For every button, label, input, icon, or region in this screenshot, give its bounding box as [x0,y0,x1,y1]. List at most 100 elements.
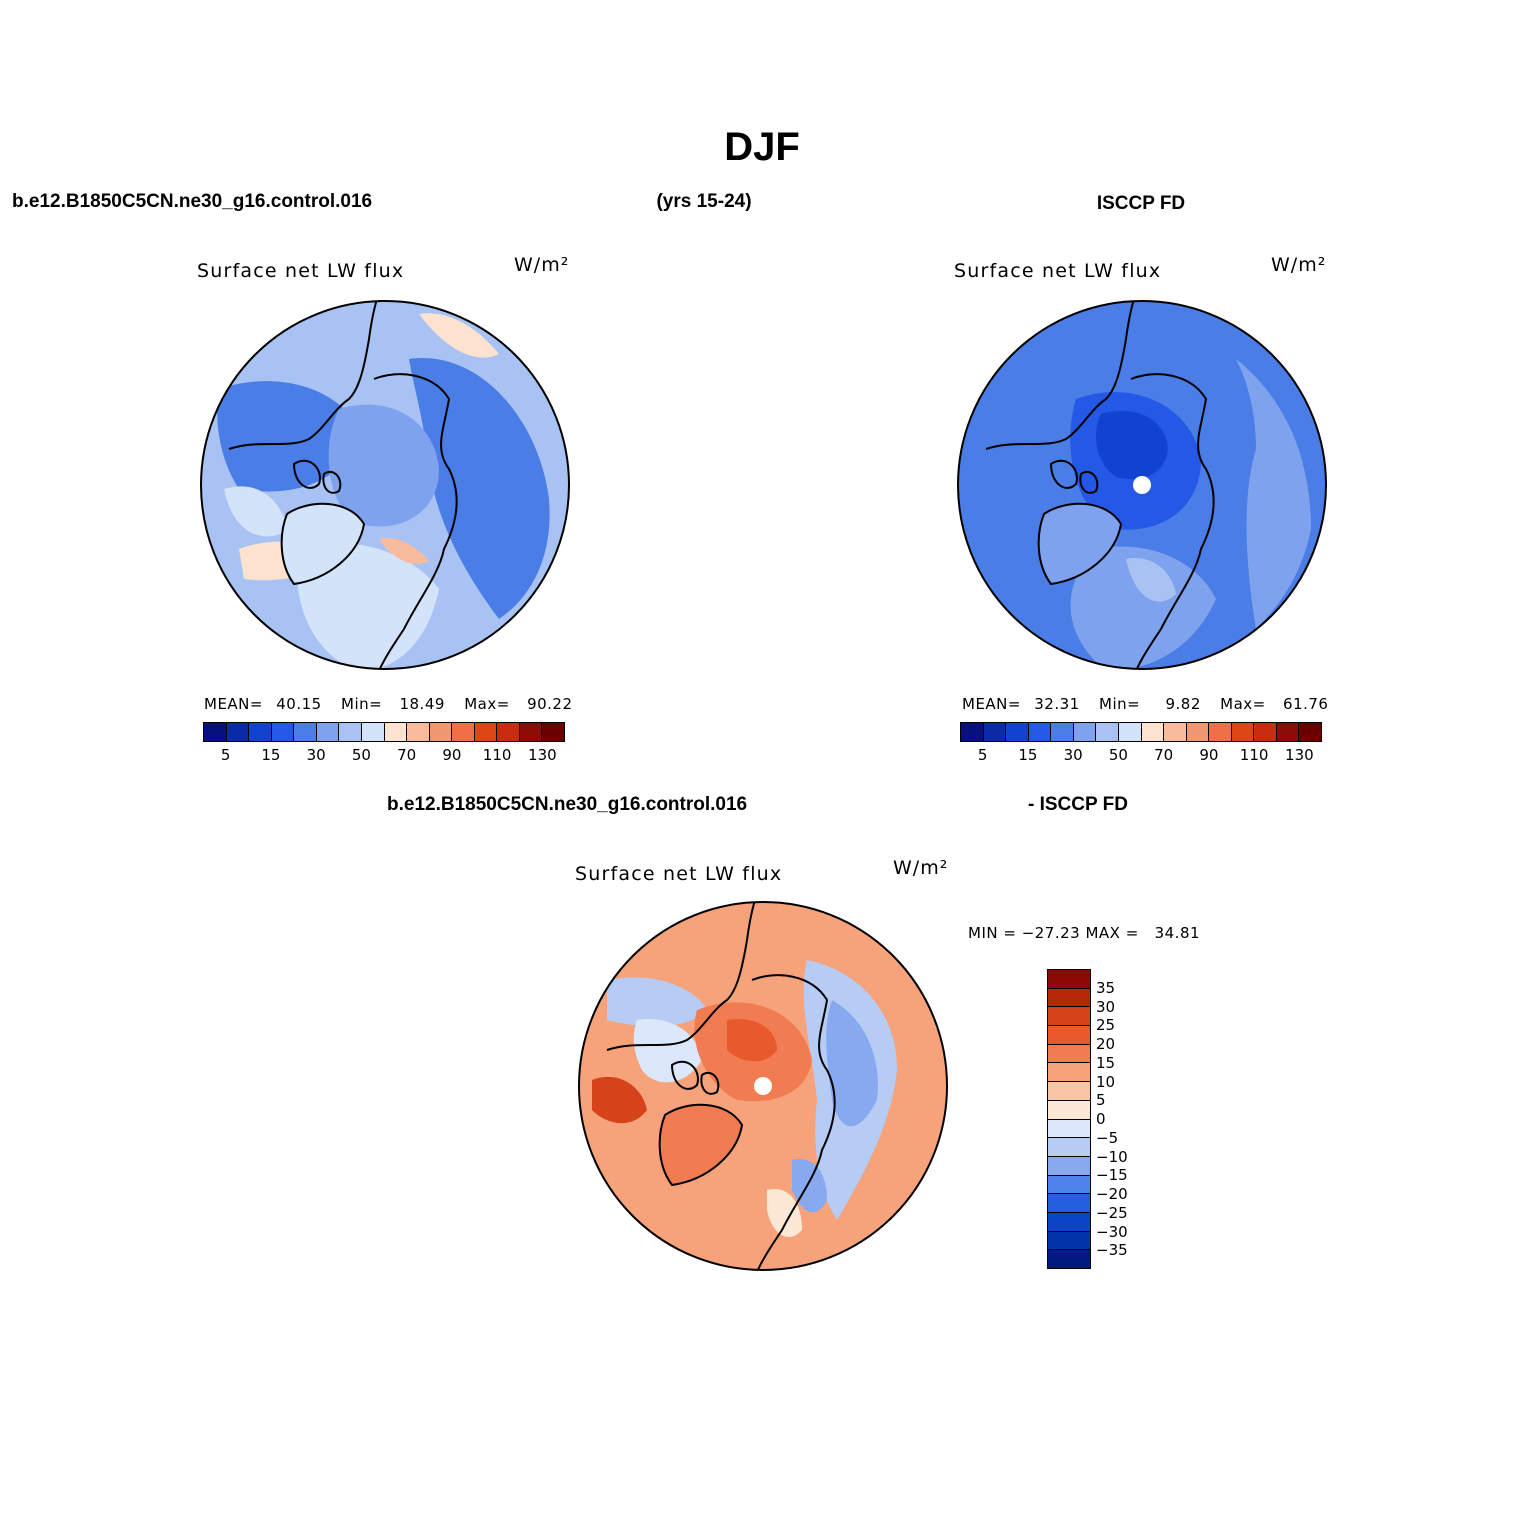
diff-colorbar-ticks: −35 −30 −25 −20 −15 −10 −5 0 5 10 15 20 25 30 35 [1096,969,1156,1269]
colorbar-box [204,723,227,741]
model-max-label: Max= [464,695,510,713]
colorbar-box [407,723,430,741]
model-min-label: Min= [341,695,383,713]
model-mean-value: 40.15 [276,695,322,713]
obs-coastline-archipelago [1049,459,1099,494]
colorbar-box [1048,1249,1090,1268]
diff-pole-hole [754,1077,772,1095]
colorbar-box [1048,1193,1090,1212]
colorbar-tick-label: 50 [351,746,371,764]
model-colorbar [203,722,565,742]
model-stats: MEAN= 40.15 Min= 18.49 Max= 90.22 [204,695,573,713]
colorbar-box [1048,1137,1090,1156]
obs-min-label: Min= [1099,695,1141,713]
colorbar-box [1254,723,1277,741]
diff-coastline-archipelago [670,1060,720,1095]
colorbar-box [1276,723,1300,741]
colorbar-box [1048,1099,1090,1119]
colorbar-tick-label: 70 [1154,746,1174,764]
colorbar-box [361,723,385,741]
diff-obs-label: - ISCCP FD [1028,794,1128,815]
colorbar-tick-label: 10 [1096,1072,1116,1091]
colorbar-box [1048,1211,1090,1231]
colorbar-tick-label: 0 [1096,1110,1106,1128]
colorbar-box [1006,723,1029,741]
obs-mean-label: MEAN= [962,695,1021,713]
obs-max-value: 61.76 [1283,695,1329,713]
colorbar-box [1164,723,1187,741]
colorbar-tick-label: 5 [977,746,988,764]
colorbar-tick-label: 15 [261,746,281,764]
colorbar-box [1231,723,1255,741]
obs-mean-value: 32.31 [1034,695,1080,713]
colorbar-box [1048,1118,1090,1138]
obs-colorbar-ticks: 5 15 30 50 70 90 110 130 [960,746,1322,766]
colorbar-box [1048,1081,1090,1100]
model-coastline-eurasia [373,373,458,669]
colorbar-tick-label: −30 [1096,1222,1128,1241]
model-coastline-archipelago [292,459,342,494]
diff-panel-units: W/m² [893,857,949,879]
diff-field-warm-center [727,1019,777,1062]
colorbar-box [316,723,340,741]
diff-field-light-south [767,1189,802,1238]
colorbar-tick-label: −20 [1096,1185,1128,1203]
model-field-warm-north [419,313,499,358]
colorbar-tick-label: 50 [1108,746,1128,764]
colorbar-box [1028,723,1052,741]
colorbar-box [249,723,272,741]
colorbar-tick-label: −10 [1096,1147,1128,1166]
model-field-arctic-basin [328,404,439,527]
obs-field-light-east [1236,359,1311,629]
diff-field-cool-east-2 [826,1000,878,1127]
colorbar-box [983,723,1007,741]
colorbar-box [1096,723,1119,741]
colorbar-box [294,723,317,741]
colorbar-box [1299,723,1321,741]
colorbar-box [384,723,408,741]
colorbar-tick-label: 20 [1096,1035,1116,1053]
colorbar-box [339,723,362,741]
colorbar-tick-label: 30 [306,746,326,764]
colorbar-tick-label: −5 [1096,1128,1119,1147]
obs-colorbar [960,722,1322,742]
diff-panel-title: Surface net LW flux [575,863,783,885]
diff-field-cool-northwest [607,977,707,1027]
colorbar-tick-label: −15 [1096,1166,1128,1185]
colorbar-box [1048,970,1090,988]
colorbar-box [474,723,498,741]
model-case-label: b.e12.B1850C5CN.ne30_g16.control.016 [12,191,373,212]
colorbar-box [1048,987,1090,1007]
model-coastline-america [228,301,378,450]
colorbar-tick-label: 130 [1285,746,1314,764]
model-field-warm-band-2 [379,538,429,565]
obs-max-label: Max= [1220,695,1266,713]
obs-stats: MEAN= 32.31 Min= 9.82 Max= 61.76 [962,695,1328,713]
diff-minmax: MIN = −27.23 MAX = 34.81 [968,924,1201,942]
colorbar-box [1073,723,1097,741]
colorbar-box [1048,1043,1090,1063]
colorbar-box [1118,723,1142,741]
obs-greenland [1037,502,1123,586]
colorbar-tick-label: 5 [1096,1091,1106,1110]
colorbar-tick-label: 30 [1096,997,1116,1016]
colorbar-tick-label: −25 [1096,1203,1128,1222]
colorbar-box [271,723,295,741]
colorbar-tick-label: 110 [482,746,512,764]
colorbar-tick-label: 15 [1018,746,1038,764]
colorbar-box [1051,723,1074,741]
diff-field-cool-west [633,1019,702,1083]
colorbar-box [1048,1006,1090,1026]
colorbar-box [429,723,453,741]
diff-field-cool-south [792,1159,827,1213]
model-max-value: 90.22 [527,695,573,713]
model-field-light-west [224,486,289,537]
years-label: (yrs 15-24) [656,191,752,212]
model-min-value: 18.49 [399,695,445,713]
obs-coastline-america [985,301,1135,450]
colorbar-box [1186,723,1210,741]
obs-name-label: ISCCP FD [1096,193,1186,214]
figure-title: DJF [724,125,800,169]
diff-model-label: b.e12.B1850C5CN.ne30_g16.control.016 [387,794,748,815]
model-colorbar-ticks: 5 15 30 50 70 90 110 130 [203,746,565,766]
